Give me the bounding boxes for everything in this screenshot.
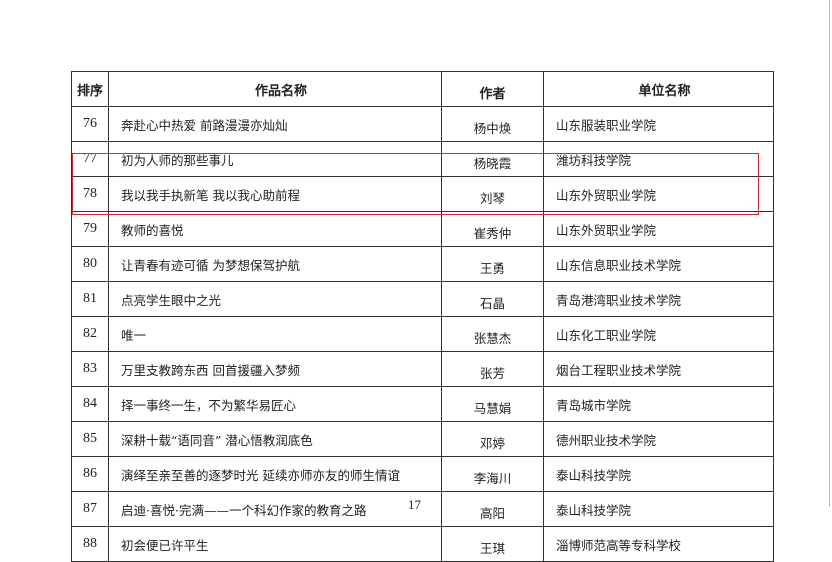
unit-cell: 潍坊科技学院 [543, 141, 774, 177]
unit-cell: 青岛港湾职业技术学院 [543, 281, 774, 317]
author-cell: 张芳 [441, 351, 544, 387]
table-row: 79 教师的喜悦 崔秀仲 山东外贸职业学院 [71, 211, 774, 247]
unit-cell: 山东信息职业技术学院 [543, 246, 774, 282]
table-row: 85 深耕十载“语同音” 潜心悟教润底色 邓婷 德州职业技术学院 [71, 421, 774, 457]
page-edge-divider [829, 0, 830, 507]
header-title: 作品名称 [108, 71, 442, 107]
unit-cell: 山东外贸职业学院 [543, 176, 774, 212]
rank-cell: 85 [71, 421, 109, 457]
title-cell: 万里支教跨东西 回首援疆入梦频 [108, 351, 442, 387]
title-cell: 初会便已许平生 [108, 526, 442, 562]
title-cell: 择一事终一生，不为繁华易匠心 [108, 386, 442, 422]
table-row: 76 奔赴心中热爱 前路漫漫亦灿灿 杨中焕 山东服装职业学院 [71, 106, 774, 142]
author-cell: 刘琴 [441, 176, 544, 212]
author-cell: 石晶 [441, 281, 544, 317]
title-cell: 演绎至亲至善的逐梦时光 延续亦师亦友的师生情谊 [108, 456, 442, 492]
table-row: 86 演绎至亲至善的逐梦时光 延续亦师亦友的师生情谊 李海川 泰山科技学院 [71, 456, 774, 492]
author-cell: 王琪 [441, 526, 544, 562]
unit-cell: 山东外贸职业学院 [543, 211, 774, 247]
unit-cell: 山东服装职业学院 [543, 106, 774, 142]
unit-cell: 青岛城市学院 [543, 386, 774, 422]
rank-cell: 88 [71, 526, 109, 562]
author-cell: 王勇 [441, 246, 544, 282]
rank-cell: 87 [71, 491, 109, 527]
rank-cell: 76 [71, 106, 109, 142]
unit-cell: 德州职业技术学院 [543, 421, 774, 457]
author-cell: 杨晓霞 [441, 141, 544, 177]
unit-cell: 山东化工职业学院 [543, 316, 774, 352]
author-cell: 邓婷 [441, 421, 544, 457]
title-cell: 我以我手执新笔 我以我心助前程 [108, 176, 442, 212]
table-row: 83 万里支教跨东西 回首援疆入梦频 张芳 烟台工程职业技术学院 [71, 351, 774, 387]
header-rank: 排序 [71, 71, 109, 107]
header-author: 作者 [441, 71, 544, 107]
title-cell: 点亮学生眼中之光 [108, 281, 442, 317]
title-cell: 唯一 [108, 316, 442, 352]
page-number: 17 [408, 497, 421, 512]
rank-cell: 86 [71, 456, 109, 492]
unit-cell: 泰山科技学院 [543, 491, 774, 527]
header-unit: 单位名称 [543, 71, 774, 107]
unit-cell: 泰山科技学院 [543, 456, 774, 492]
title-cell: 教师的喜悦 [108, 211, 442, 247]
unit-cell: 烟台工程职业技术学院 [543, 351, 774, 387]
rank-cell: 83 [71, 351, 109, 387]
rank-cell: 84 [71, 386, 109, 422]
author-cell: 杨中焕 [441, 106, 544, 142]
table-row: 87 启迪·喜悦·完满——一个科幻作家的教育之路 高阳 泰山科技学院 [71, 491, 774, 527]
rank-cell: 81 [71, 281, 109, 317]
author-cell: 马慧娟 [441, 386, 544, 422]
title-cell: 启迪·喜悦·完满——一个科幻作家的教育之路 [108, 491, 442, 527]
table-row: 81 点亮学生眼中之光 石晶 青岛港湾职业技术学院 [71, 281, 774, 317]
table-row: 88 初会便已许平生 王琪 淄博师范高等专科学校 [71, 526, 774, 562]
table-row: 82 唯一 张慧杰 山东化工职业学院 [71, 316, 774, 352]
rank-cell: 80 [71, 246, 109, 282]
rank-cell: 78 [71, 176, 109, 212]
title-cell: 奔赴心中热爱 前路漫漫亦灿灿 [108, 106, 442, 142]
table-header-row: 排序 作品名称 作者 单位名称 [71, 71, 774, 107]
title-cell: 深耕十载“语同音” 潜心悟教润底色 [108, 421, 442, 457]
ranking-table: 排序 作品名称 作者 单位名称 76 奔赴心中热爱 前路漫漫亦灿灿 杨中焕 山东服装职… [71, 71, 774, 562]
table-row: 80 让青春有迹可循 为梦想保驾护航 王勇 山东信息职业技术学院 [71, 246, 774, 282]
author-cell: 李海川 [441, 456, 544, 492]
title-cell: 初为人师的那些事儿 [108, 141, 442, 177]
author-cell: 崔秀仲 [441, 211, 544, 247]
rank-cell: 79 [71, 211, 109, 247]
table-row: 78 我以我手执新笔 我以我心助前程 刘琴 山东外贸职业学院 [71, 176, 774, 212]
unit-cell: 淄博师范高等专科学校 [543, 526, 774, 562]
rank-cell: 77 [71, 141, 109, 177]
rank-cell: 82 [71, 316, 109, 352]
author-cell: 高阳 [441, 491, 544, 527]
table-row: 84 择一事终一生，不为繁华易匠心 马慧娟 青岛城市学院 [71, 386, 774, 422]
table-row: 77 初为人师的那些事儿 杨晓霞 潍坊科技学院 [71, 141, 774, 177]
author-cell: 张慧杰 [441, 316, 544, 352]
title-cell: 让青春有迹可循 为梦想保驾护航 [108, 246, 442, 282]
